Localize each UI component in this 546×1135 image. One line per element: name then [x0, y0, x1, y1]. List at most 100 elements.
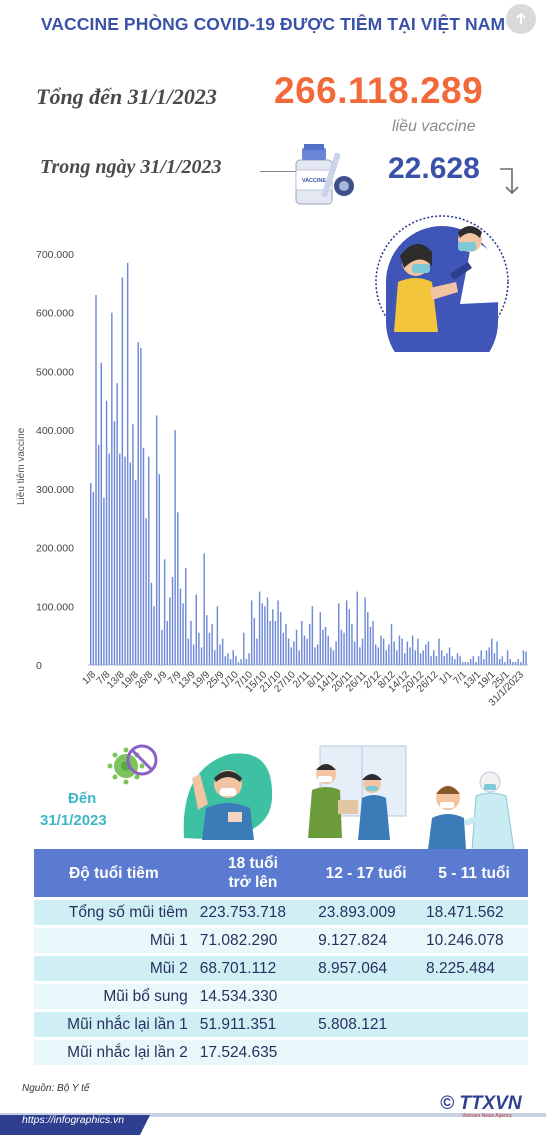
chart-bar	[322, 629, 324, 665]
chart-bar	[361, 638, 364, 665]
arrow-up-icon	[516, 12, 526, 24]
chart-bar	[282, 632, 285, 665]
chart-bar	[211, 623, 213, 665]
chart-bar	[485, 650, 488, 665]
page-title: VACCINE PHÒNG COVID-19 ĐƯỢC TIÊM TẠI VIỆ…	[40, 14, 506, 34]
chart-bar	[105, 400, 108, 665]
adult-vaccinated-illustration	[183, 753, 273, 840]
chart-bar	[448, 647, 451, 665]
chart-bar	[359, 647, 361, 665]
vaccination-by-age-table: Độ tuổi tiêm 18 tuổi trở lên 12 - 17 tuổ…	[34, 846, 528, 1068]
chart-bar	[214, 650, 216, 665]
y-tick-label: 700.000	[36, 249, 74, 261]
chart-bar	[95, 295, 97, 665]
chart-bar	[446, 653, 448, 665]
chart-bar	[327, 635, 329, 665]
chart-bar	[356, 591, 358, 665]
chart-bar	[417, 638, 419, 665]
chart-bar	[221, 638, 224, 665]
chart-bar	[314, 647, 316, 665]
row-label: Mũi 1	[34, 928, 194, 953]
chart-bar	[306, 638, 308, 665]
y-tick-label: 300.000	[36, 484, 74, 496]
chart-bar	[520, 662, 522, 665]
chart-bar	[177, 512, 179, 665]
header-age-group: Độ tuổi tiêm	[34, 849, 194, 897]
chart-bar	[113, 421, 116, 665]
chart-bar	[319, 612, 321, 665]
chart-bar	[382, 638, 385, 665]
chart-bar	[514, 662, 517, 665]
chart-bar	[406, 641, 409, 665]
chart-bar	[345, 600, 348, 665]
chart-bar	[419, 653, 422, 665]
header-18-plus: 18 tuổi trở lên	[193, 849, 313, 897]
chart-bar	[169, 597, 171, 665]
y-tick-label: 200.000	[36, 543, 74, 555]
chart-bar	[245, 659, 248, 665]
chart-bar	[414, 650, 416, 665]
chart-bar	[100, 362, 102, 665]
chart-bar	[427, 641, 430, 665]
chart-bar	[198, 632, 200, 665]
chart-bar	[90, 482, 92, 665]
row-label: Mũi nhắc lại lần 2	[34, 1040, 194, 1065]
chart-bar	[224, 656, 227, 665]
chart-bar	[353, 641, 356, 665]
chart-bar	[279, 612, 282, 665]
y-tick-label: 0	[36, 660, 42, 672]
chart-bar	[145, 518, 147, 665]
chart-bar	[454, 659, 456, 665]
chart-bar	[496, 641, 498, 665]
scroll-top-button[interactable]	[506, 4, 536, 34]
chart-bar	[182, 603, 184, 665]
ttxvn-logo-subtitle: Vietnam News Agency	[462, 1113, 512, 1119]
header-12-17: 12 - 17 tuổi	[312, 849, 421, 897]
chart-bar	[459, 656, 461, 665]
chart-bar	[269, 620, 271, 665]
chart-bar	[129, 462, 132, 665]
chart-bar	[190, 620, 192, 665]
chart-bar	[208, 632, 211, 665]
chart-bar	[295, 629, 298, 665]
chart-bar	[232, 650, 234, 665]
as-of-label: Đến	[68, 790, 97, 807]
chart-bar	[483, 659, 485, 665]
chart-bar	[388, 644, 390, 665]
chart-bar	[287, 638, 290, 665]
chart-bar	[266, 597, 269, 665]
chart-bar	[332, 650, 335, 665]
as-of-date: 31/1/2023	[40, 812, 107, 829]
chart-bar	[92, 491, 95, 665]
chart-bar	[380, 635, 382, 665]
chart-bar	[467, 662, 469, 665]
chart-bar	[216, 606, 219, 665]
chart-bar	[488, 647, 490, 665]
chart-bar	[422, 650, 424, 665]
chart-bar	[163, 559, 166, 665]
chart-bar	[179, 588, 182, 665]
chart-bar	[425, 644, 427, 665]
chart-bar	[250, 600, 253, 665]
ttxvn-logo: © TTXVN	[440, 1093, 522, 1114]
chart-bar	[187, 638, 190, 665]
chart-bar	[103, 497, 105, 665]
chart-bar	[462, 662, 464, 665]
chart-bar	[192, 644, 195, 665]
chart-bar	[411, 635, 414, 665]
chart-bar	[229, 659, 232, 665]
footer-band	[0, 1111, 546, 1135]
chart-bar	[203, 553, 205, 665]
header-18-plus-line1: 18 tuổi	[227, 855, 278, 872]
chart-bar	[148, 456, 150, 665]
chart-bar	[161, 629, 163, 665]
vaccine-vial-icon: VACCINE	[295, 144, 354, 205]
chart-bar	[235, 656, 237, 665]
table-cell: 10.246.078	[420, 928, 528, 953]
chart-bar	[475, 662, 477, 665]
chart-bar	[195, 594, 197, 665]
vaccination-illustration	[375, 215, 509, 352]
chart-bar	[517, 659, 519, 665]
chart-bar	[184, 568, 187, 665]
footer-url-link[interactable]: https://infographics.vn	[22, 1114, 125, 1126]
